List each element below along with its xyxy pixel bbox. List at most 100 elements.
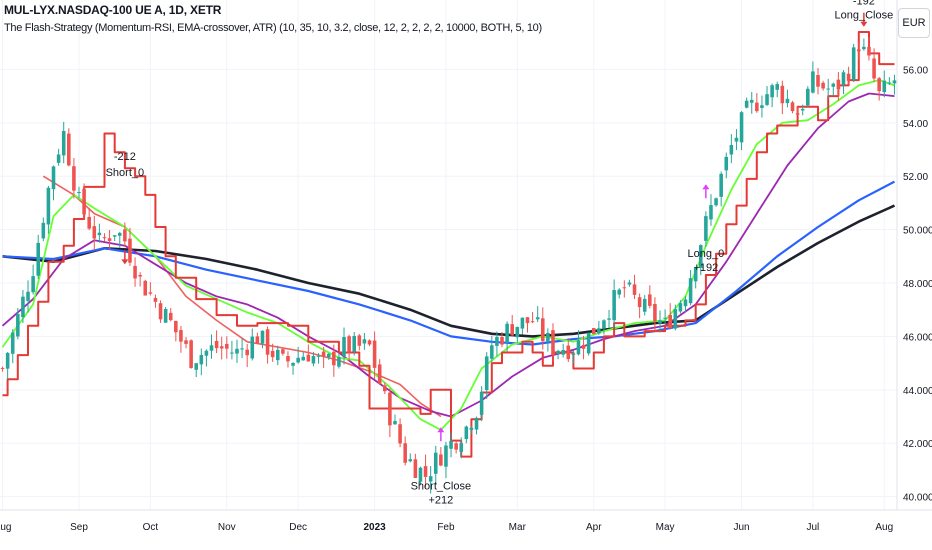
- candle-body: [683, 299, 688, 307]
- candle-body: [250, 336, 255, 359]
- candle-body: [179, 330, 183, 342]
- candle-body: [148, 292, 153, 294]
- candle-body: [719, 173, 723, 197]
- candle-body: [128, 238, 132, 263]
- candle-body: [525, 317, 530, 324]
- candle-body: [286, 356, 290, 362]
- candle-body: [775, 84, 780, 90]
- candle-body: [92, 226, 97, 239]
- candle-body: [867, 46, 871, 56]
- trade-label: +212: [428, 494, 453, 506]
- candle-body: [301, 356, 306, 361]
- trade-label: Short_0: [106, 167, 145, 179]
- candle-body: [765, 94, 769, 105]
- trade-label: +192: [693, 262, 718, 274]
- candle-body: [505, 323, 509, 343]
- trade-label: -212: [114, 151, 136, 163]
- candle-body: [648, 294, 652, 306]
- x-tick-label: Aug: [875, 522, 893, 533]
- candle-body: [530, 321, 535, 323]
- candle-body: [352, 336, 356, 352]
- candle-body: [678, 303, 683, 312]
- candle-body: [586, 332, 591, 354]
- candle-body: [688, 278, 693, 304]
- candle-body: [112, 235, 117, 237]
- candle-body: [653, 303, 657, 322]
- candle-body: [67, 133, 71, 166]
- candle-body: [770, 85, 774, 98]
- candle-body: [816, 75, 820, 87]
- candle-body: [138, 274, 142, 277]
- x-tick-label: Mar: [509, 522, 527, 533]
- time-axis[interactable]: Aug Sep Oct Nov Dec 2023 Feb Mar Apr May Jun Jul Aug: [0, 509, 932, 533]
- candle-body: [107, 238, 112, 241]
- candle-body: [576, 340, 581, 355]
- candle-body: [168, 312, 173, 321]
- candle-body: [637, 297, 642, 308]
- indicator-lines: [1, 31, 896, 458]
- candle-body: [184, 340, 188, 344]
- candle-body: [219, 346, 224, 349]
- candle-body: [413, 459, 418, 478]
- candle-body: [795, 113, 800, 115]
- candle-body: [158, 303, 163, 320]
- candle-body: [97, 232, 102, 236]
- candle-body: [393, 421, 397, 425]
- candle-body: [607, 318, 611, 320]
- candle-body: [744, 100, 749, 108]
- candle-body: [551, 330, 555, 356]
- candle-body: [887, 82, 892, 84]
- candle-body: [520, 317, 525, 329]
- y-tick-label: 54.00: [903, 119, 928, 130]
- candle-body: [117, 232, 122, 236]
- candle-body: [459, 443, 464, 452]
- candle-body: [469, 427, 474, 430]
- x-tick-label: Apr: [586, 522, 602, 533]
- candle-body: [342, 337, 346, 357]
- candle-body: [26, 291, 30, 301]
- candle-body: [199, 354, 204, 365]
- candle-body: [642, 298, 647, 312]
- candle-body: [617, 289, 622, 295]
- candle-body: [372, 340, 377, 368]
- candle-body: [296, 357, 300, 363]
- candle-body: [428, 476, 433, 482]
- trade-markers: [121, 12, 868, 442]
- candle-body: [500, 337, 504, 345]
- y-tick-label: 42.000: [903, 439, 932, 450]
- candle-body: [321, 351, 326, 357]
- y-tick-label: 44.000: [903, 386, 932, 397]
- candle-body: [423, 466, 428, 477]
- symbol-title[interactable]: MUL-LYX.NASDAQ-100 UE A, 1D, XETR: [4, 3, 222, 17]
- candle-body: [581, 344, 586, 349]
- candle-body: [724, 156, 729, 171]
- strategy-legend[interactable]: The Flash-Strategy (Momentum-RSI, EMA-cr…: [4, 22, 542, 34]
- candle-body: [31, 276, 35, 293]
- price-axis[interactable]: 40.000 42.000 44.000 46.000 48.000 50.000 52.0…: [896, 0, 932, 510]
- candle-body: [571, 353, 576, 355]
- candle-body: [265, 329, 270, 355]
- candle-body: [495, 337, 499, 346]
- candle-body: [123, 229, 127, 242]
- candle-body: [709, 205, 713, 220]
- candle-body: [189, 340, 193, 368]
- candle-body: [729, 145, 734, 155]
- candle-body: [383, 385, 387, 392]
- candle-body: [398, 424, 402, 444]
- candle-body: [454, 443, 458, 450]
- chart-grid: [0, 0, 897, 510]
- candle-body: [82, 188, 86, 215]
- candle-body: [433, 452, 438, 474]
- candle-body: [306, 354, 311, 362]
- currency-button[interactable]: EUR: [898, 8, 930, 38]
- y-tick-label: 56.00: [903, 65, 928, 76]
- candle-body: [851, 47, 856, 81]
- x-tick-label: Jul: [807, 522, 820, 533]
- marker-arrow-up: [437, 427, 445, 433]
- candle-body: [785, 98, 790, 104]
- x-tick-label: May: [656, 522, 675, 533]
- candle-body: [556, 350, 560, 354]
- candle-body: [566, 345, 571, 360]
- candle-body: [311, 356, 316, 364]
